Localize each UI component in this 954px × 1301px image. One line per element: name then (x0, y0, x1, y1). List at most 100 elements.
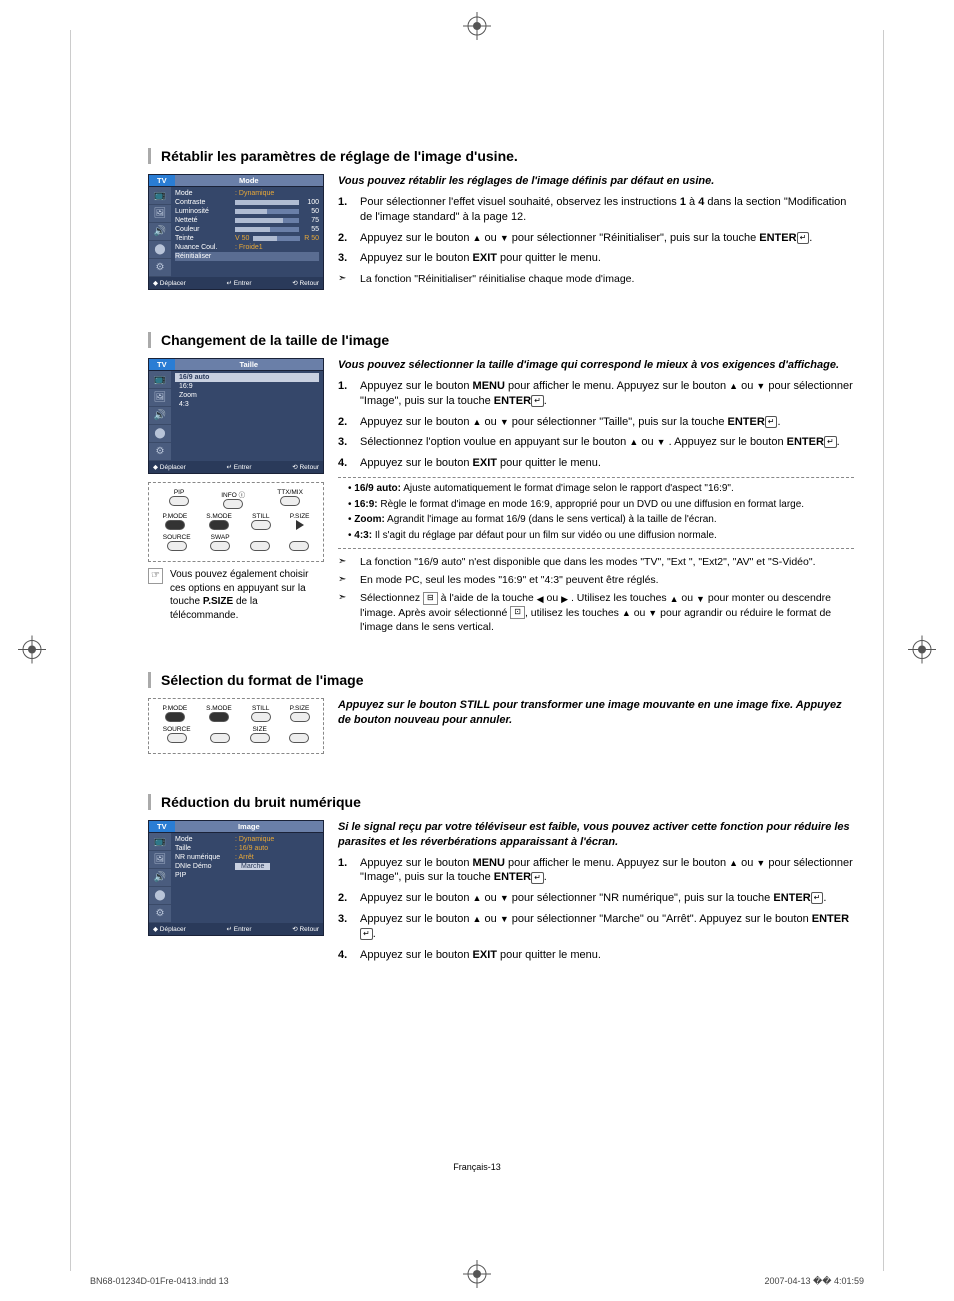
remote-button: P.MODE (162, 513, 187, 532)
osd-icon: ⬤ (149, 425, 171, 443)
crop-mark-right (908, 635, 936, 666)
remote-button (210, 726, 230, 745)
osd-tab: TV (149, 359, 175, 370)
osd-list-item: Zoom (175, 391, 319, 400)
osd-tab: TV (149, 821, 175, 832)
print-footer: BN68-01234D-01Fre-0413.indd 13 2007-04-1… (90, 1276, 864, 1287)
step: 3.Appuyez sur le bouton EXIT pour quitte… (338, 251, 854, 266)
section-reset: Rétablir les paramètres de réglage de l'… (148, 148, 854, 298)
page-content: Rétablir les paramètres de réglage de l'… (148, 148, 854, 1003)
option-bullet: 4:3: Il s'agit du réglage par défaut pou… (348, 529, 854, 543)
osd-title: Mode (175, 175, 323, 186)
osd-icon: 🔊 (149, 869, 171, 887)
option-bullet: Zoom: Agrandit l'image au format 16/9 (d… (348, 513, 854, 527)
osd-row: TeinteV 50R 50 (175, 234, 319, 243)
osd-row: Netteté75 (175, 216, 319, 225)
osd-row: Nuance Coul.: Froide1 (175, 243, 319, 252)
section-still: Sélection du format de l'image P.MODES.M… (148, 672, 854, 760)
osd-row: Luminosité50 (175, 207, 319, 216)
steps-list: 1.Appuyez sur le bouton MENU pour affich… (338, 379, 854, 471)
osd-footer-move: ◆ Déplacer (153, 279, 186, 287)
section-title: Changement de la taille de l'image (148, 332, 854, 348)
remote-diagram: P.MODES.MODESTILLP.SIZESOURCESIZE (148, 698, 324, 754)
osd-icon-column: 📺 🖼 🔊 ⬤ ⚙ (149, 833, 171, 923)
remote-button: P.SIZE (290, 513, 310, 532)
osd-row: NR numérique: Arrêt (175, 853, 319, 862)
options-box: 16/9 auto: Ajuste automatiquement le for… (338, 477, 854, 549)
print-date: 2007-04-13 �� 4:01:59 (764, 1276, 864, 1287)
step: 3.Sélectionnez l'option voulue en appuya… (338, 435, 854, 450)
steps-list: 1.Appuyez sur le bouton MENU pour affich… (338, 856, 854, 963)
osd-taille-menu: TV Taille 📺 🖼 🔊 ⬤ ⚙ 16/9 auto16:9Zoom4:3 (148, 358, 324, 474)
osd-row: Taille: 16/9 auto (175, 844, 319, 853)
section-title: Rétablir les paramètres de réglage de l'… (148, 148, 854, 164)
crop-mark-top (463, 12, 491, 43)
osd-footer-enter: ↵ Entrer (227, 463, 252, 471)
steps-list: 1.Pour sélectionner l'effet visuel souha… (338, 195, 854, 266)
step: 2.Appuyez sur le bouton ▲ ou ▼ pour séle… (338, 231, 854, 246)
notes-block: La fonction "16/9 auto" n'est disponible… (338, 555, 854, 634)
osd-icon: 🔊 (149, 223, 171, 241)
step: 2.Appuyez sur le bouton ▲ ou ▼ pour séle… (338, 415, 854, 430)
note: La fonction "16/9 auto" n'est disponible… (338, 555, 854, 569)
note: En mode PC, seul les modes "16:9" et "4:… (338, 573, 854, 587)
remote-button: S.MODE (206, 513, 232, 532)
osd-row: Mode: Dynamique (175, 189, 319, 198)
note: La fonction "Réinitialiser" réinitialise… (338, 272, 854, 286)
osd-icon: ⚙ (149, 443, 171, 461)
osd-icon-column: 📺 🖼 🔊 ⬤ ⚙ (149, 371, 171, 461)
remote-button: PIP (169, 489, 189, 511)
option-bullet: 16/9 auto: Ajuste automatiquement le for… (348, 482, 854, 496)
remote-button: P.SIZE (290, 705, 310, 724)
remote-button (250, 534, 270, 553)
step: 4.Appuyez sur le bouton EXIT pour quitte… (338, 948, 854, 963)
step: 1.Appuyez sur le bouton MENU pour affich… (338, 856, 854, 886)
osd-title: Taille (175, 359, 323, 370)
osd-icon: ⚙ (149, 905, 171, 923)
osd-row: Réinitialiser (175, 252, 319, 261)
osd-footer-return: ⟲ Retour (292, 463, 319, 471)
osd-icon: ⬤ (149, 241, 171, 259)
remote-button: STILL (251, 705, 271, 724)
finger-icon: ☞ (148, 568, 163, 584)
osd-icon: ⬤ (149, 887, 171, 905)
remote-diagram: PIPINFO ⓘTTX/MIXP.MODES.MODESTILLP.SIZES… (148, 482, 324, 562)
osd-footer-return: ⟲ Retour (292, 279, 319, 287)
osd-rows: Mode: DynamiqueTaille: 16/9 autoNR numér… (171, 833, 323, 923)
section-noise: Réduction du bruit numérique TV Image 📺 … (148, 794, 854, 969)
osd-footer: ◆ Déplacer ↵ Entrer ⟲ Retour (149, 461, 323, 473)
osd-list-item: 16/9 auto (175, 373, 319, 382)
osd-tab: TV (149, 175, 175, 186)
osd-icon: 🖼 (149, 851, 171, 869)
step: 4.Appuyez sur le bouton EXIT pour quitte… (338, 456, 854, 471)
remote-button (289, 726, 309, 745)
osd-row: DNIe DémoMarche (175, 862, 319, 871)
osd-list: 16/9 auto16:9Zoom4:3 (171, 371, 323, 461)
section-size: Changement de la taille de l'image TV Ta… (148, 332, 854, 638)
osd-icon-column: 📺 🖼 🔊 ⬤ ⚙ (149, 187, 171, 277)
section-title: Sélection du format de l'image (148, 672, 854, 688)
osd-icon: 🖼 (149, 389, 171, 407)
osd-row: Couleur55 (175, 225, 319, 234)
remote-row: P.MODES.MODESTILLP.SIZE (153, 705, 319, 724)
option-bullet: 16:9: Règle le format d'image en mode 16… (348, 498, 854, 512)
osd-icon: 🔊 (149, 407, 171, 425)
remote-button: SOURCE (163, 534, 191, 553)
osd-icon: 📺 (149, 833, 171, 851)
step: 2.Appuyez sur le bouton ▲ ou ▼ pour séle… (338, 891, 854, 906)
remote-button (289, 534, 309, 553)
step: 1.Appuyez sur le bouton MENU pour affich… (338, 379, 854, 409)
remote-button: S.MODE (206, 705, 232, 724)
osd-icon: ⚙ (149, 259, 171, 277)
remote-row: P.MODES.MODESTILLP.SIZE (153, 513, 319, 532)
osd-mode-menu: TV Mode 📺 🖼 🔊 ⬤ ⚙ Mode: DynamiqueContras… (148, 174, 324, 290)
note: Sélectionnez ⊟ à l'aide de la touche ◀ o… (338, 591, 854, 634)
osd-row: Contraste100 (175, 198, 319, 207)
side-note: ☞ Vous pouvez également choisir ces opti… (148, 568, 324, 622)
remote-button: SOURCE (163, 726, 191, 745)
osd-title: Image (175, 821, 323, 832)
remote-button: SIZE (250, 726, 270, 745)
page-number: Français-13 (453, 1162, 501, 1172)
osd-footer: ◆ Déplacer ↵ Entrer ⟲ Retour (149, 923, 323, 935)
remote-row: SOURCESWAP (153, 534, 319, 553)
